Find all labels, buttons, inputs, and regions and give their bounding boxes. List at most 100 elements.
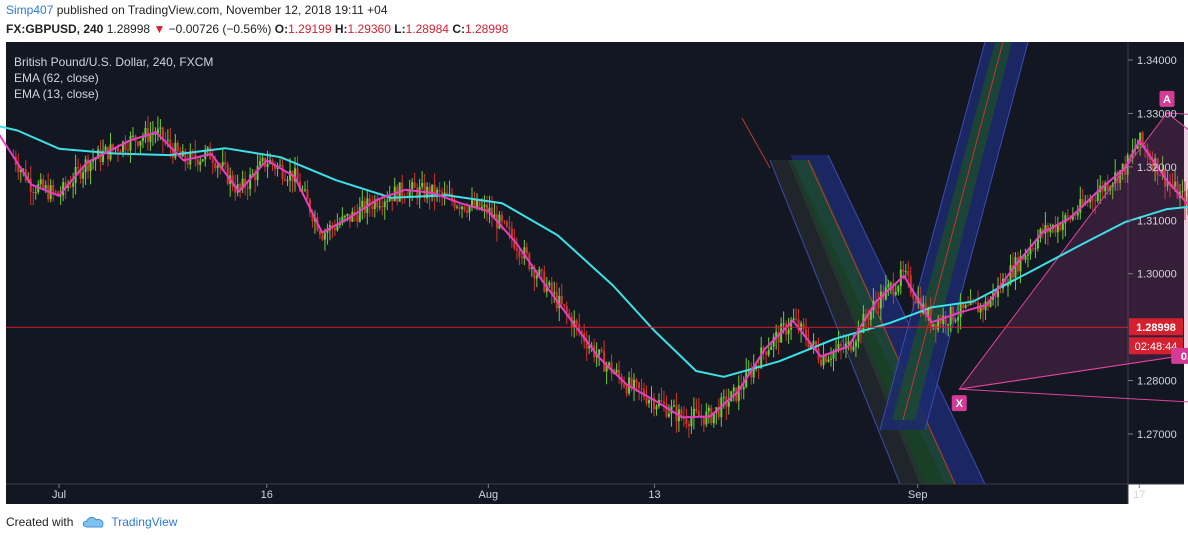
candle-body [303, 189, 306, 191]
candle-body [535, 275, 538, 279]
candle-body [795, 318, 798, 320]
candle-body [62, 182, 65, 196]
candle-body [964, 304, 967, 308]
author-link[interactable]: Simp407 [6, 3, 54, 17]
ema-13-line [0, 131, 1188, 419]
candle-body [448, 193, 451, 195]
candle-body [635, 379, 638, 383]
candle-body [558, 295, 561, 309]
candle-body [894, 291, 897, 295]
candle-body [44, 185, 47, 189]
candle-body [186, 162, 189, 165]
point-a-label[interactable]: A [1163, 94, 1171, 106]
candle-body [451, 193, 454, 201]
candle-body [812, 341, 815, 345]
price-change: −0.00726 (−0.56%) [168, 22, 272, 36]
candle-body [216, 165, 219, 169]
candle-body [852, 346, 855, 351]
candle-body [456, 206, 459, 208]
candle-body [64, 182, 67, 188]
candle-body [483, 204, 486, 207]
ratio-xb-label-bg[interactable] [1171, 347, 1188, 364]
down-arrow-icon: ▼ [153, 22, 166, 36]
falling-channel-edge [769, 159, 901, 485]
candle-body [1031, 248, 1034, 250]
candle-body [361, 200, 364, 208]
candle-body [914, 298, 917, 304]
candle-body [934, 323, 937, 330]
candle-body [485, 204, 488, 214]
candle-body [169, 139, 172, 148]
candle-body [994, 293, 997, 298]
candle-body [1044, 225, 1047, 234]
legend-ema-fast: EMA (13, close) [14, 87, 99, 101]
candle-body [199, 161, 202, 165]
y-tick-label: 1.32000 [1137, 162, 1177, 174]
candle-body [79, 168, 82, 179]
candle-body [104, 146, 107, 152]
point-a-label-bg[interactable] [1159, 90, 1175, 107]
rising-channel-inner[interactable] [892, 42, 1012, 420]
candle-body [19, 169, 22, 173]
candle-body [174, 142, 177, 158]
candle-body [605, 365, 608, 372]
candle-body [1079, 199, 1082, 213]
candle-body [662, 401, 665, 404]
point-x-label[interactable]: X [956, 398, 964, 410]
candle-body [388, 197, 391, 201]
candle-body [411, 182, 414, 190]
candle-body [112, 144, 115, 150]
candle-body [466, 210, 469, 213]
candle-body [151, 133, 154, 135]
candle-body [1016, 257, 1019, 272]
candle-body [959, 303, 962, 318]
y-tick-label: 1.28000 [1137, 376, 1177, 388]
candle-body [772, 336, 775, 347]
candle-body [211, 159, 214, 163]
candle-body [760, 347, 763, 369]
candle-body [750, 370, 753, 378]
point-x-label-bg[interactable] [951, 395, 967, 412]
falling-channel-edge [827, 154, 986, 485]
candle-body [1106, 183, 1109, 191]
candle-body [932, 323, 935, 328]
candle-body [503, 221, 506, 223]
axes: 1.34000 1.33000 1.32000 1.31000 1.30000 1.280… [6, 55, 1183, 501]
candle-body [67, 185, 70, 188]
candle-body [1141, 132, 1144, 145]
candle-body [944, 315, 947, 325]
y-tick-label: 1.34000 [1137, 55, 1177, 67]
candle-body [1076, 212, 1079, 216]
candle-body [717, 407, 720, 418]
candle-body [224, 162, 227, 165]
created-with-text: Created with [6, 515, 74, 529]
tradingview-link[interactable]: TradingView [111, 515, 178, 529]
candle-body [623, 384, 626, 387]
candle-body [436, 189, 439, 198]
falling-channel-grey[interactable] [770, 160, 925, 484]
y-tick-label: 1.31000 [1137, 215, 1177, 227]
chart-legend: British Pound/U.S. Dollar, 240, FXCM EMA… [14, 55, 213, 101]
candle-body [22, 169, 25, 171]
candle-body [645, 397, 648, 404]
candle-body [306, 189, 309, 200]
falling-channel-median [807, 159, 956, 485]
ratio-xb-label[interactable]: 0.735 [1181, 351, 1188, 363]
candle-body [1144, 144, 1147, 150]
candle-body [889, 283, 892, 285]
candle-body [421, 183, 424, 187]
candle-body [82, 172, 85, 179]
y-tick-label: 1.30000 [1137, 269, 1177, 281]
candle-body [967, 304, 970, 306]
candle-body [625, 386, 628, 394]
channel-drawings[interactable] [741, 41, 1029, 485]
candle-body [493, 214, 496, 218]
candle-body [1181, 191, 1184, 193]
candle-body [1004, 278, 1007, 287]
candle-body [929, 308, 932, 328]
candle-body [807, 340, 810, 348]
candle-body [904, 271, 907, 273]
pattern-labels[interactable]: XABCD0.8920.7351.6711.174 [951, 90, 1188, 460]
ema-lines [0, 125, 1188, 419]
